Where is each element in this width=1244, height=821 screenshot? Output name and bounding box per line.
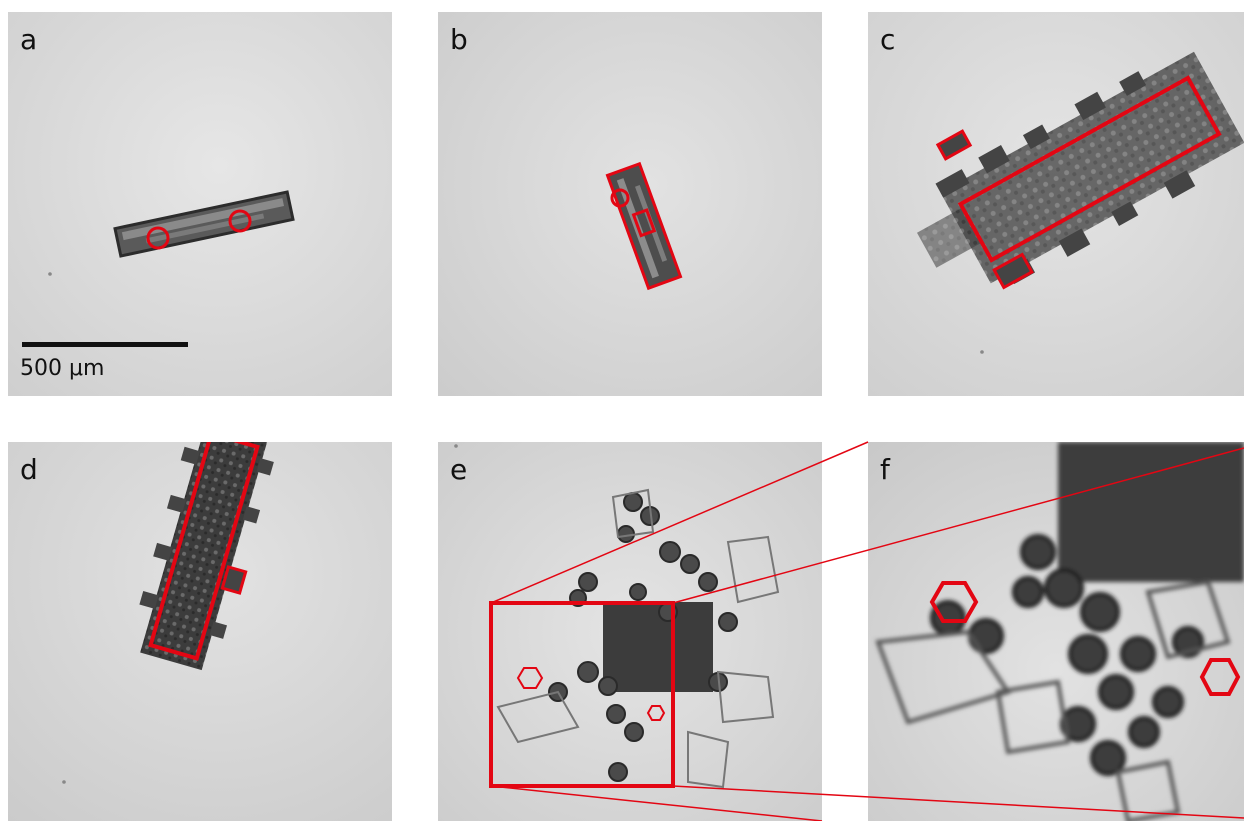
panel-a: a 500 μm [8, 12, 392, 396]
panel-b-image [438, 12, 822, 396]
panel-label: b [450, 23, 468, 56]
panel-c-image [868, 12, 1244, 396]
panel-c: c [868, 12, 1244, 396]
panel-d: d [8, 442, 392, 821]
panel-label: d [20, 453, 38, 486]
scale-bar-label: 500 μm [20, 356, 105, 381]
scale-bar [22, 342, 188, 347]
highlight-rectangle [631, 208, 657, 238]
highlight-rectangle [220, 565, 248, 595]
panel-label: a [20, 23, 38, 56]
panel-e: e [438, 442, 822, 821]
highlight-hexagon [1199, 658, 1241, 696]
highlight-circle [610, 188, 630, 208]
highlight-rectangle [992, 252, 1034, 290]
highlight-rectangle [935, 129, 973, 161]
panel-f-image [868, 442, 1244, 821]
panel-f: f [868, 442, 1244, 821]
highlight-hexagon [646, 705, 666, 721]
panel-d-image [8, 442, 392, 821]
highlight-rectangle [605, 161, 683, 291]
panel-e-image [438, 442, 822, 821]
panel-a-image [8, 12, 392, 396]
highlight-circle [228, 209, 252, 233]
rimed-column-crystal-d [139, 442, 274, 671]
highlight-rectangle [957, 75, 1222, 263]
highlight-circle [146, 226, 170, 250]
panel-label: f [880, 453, 890, 486]
panel-label: c [880, 23, 896, 56]
highlight-hexagon [516, 667, 544, 689]
highlight-rectangle [148, 442, 260, 661]
rimed-column-crystal-c [916, 51, 1244, 285]
panel-label: e [450, 453, 468, 486]
panel-b: b [438, 12, 822, 396]
